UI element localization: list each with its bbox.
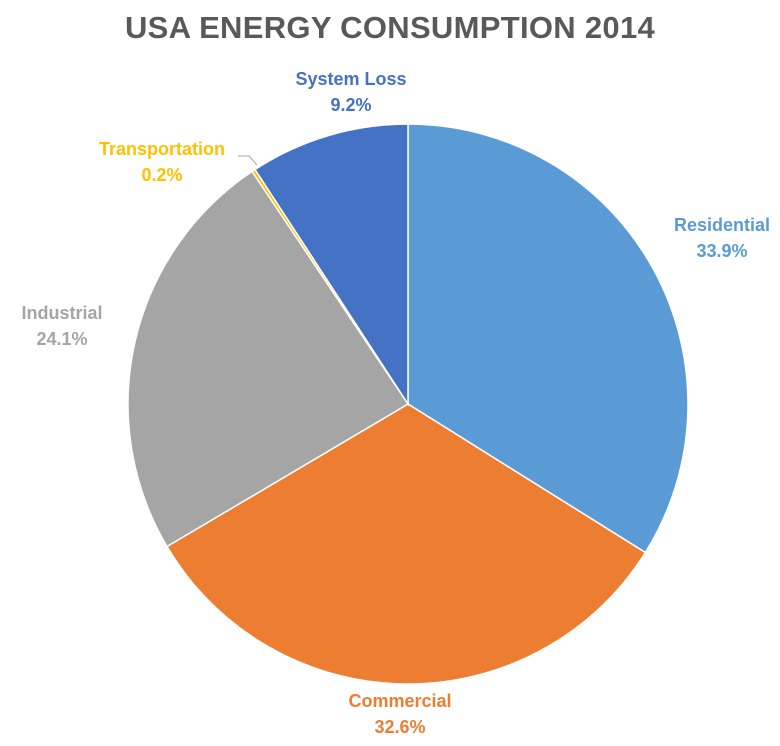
pie-slice-industrial	[127, 170, 410, 548]
leader-lines	[238, 155, 258, 166]
slice-value-commercial: 32.6%	[374, 717, 425, 737]
pie-slices	[127, 123, 689, 685]
slice-value-residential: 33.9%	[696, 241, 747, 261]
slice-value-system-loss: 9.2%	[330, 95, 371, 115]
leader-line-transportation	[238, 155, 258, 166]
pie-slice-commercial	[165, 403, 647, 685]
slice-label-system-loss: System Loss	[295, 69, 406, 89]
slice-label-commercial: Commercial	[348, 691, 451, 711]
pie-slice-residential	[407, 123, 689, 554]
chart-title: USA ENERGY CONSUMPTION 2014	[124, 10, 656, 45]
slice-label-transportation: Transportation	[99, 139, 225, 159]
data-labels: Residential 33.9% Commercial 32.6% Industria…	[21, 69, 770, 737]
pie-slice-system-loss	[253, 123, 409, 407]
slice-label-industrial: Industrial	[21, 303, 102, 323]
slice-label-residential: Residential	[674, 215, 770, 235]
slice-value-transportation: 0.2%	[141, 165, 182, 185]
slice-value-industrial: 24.1%	[36, 329, 87, 349]
